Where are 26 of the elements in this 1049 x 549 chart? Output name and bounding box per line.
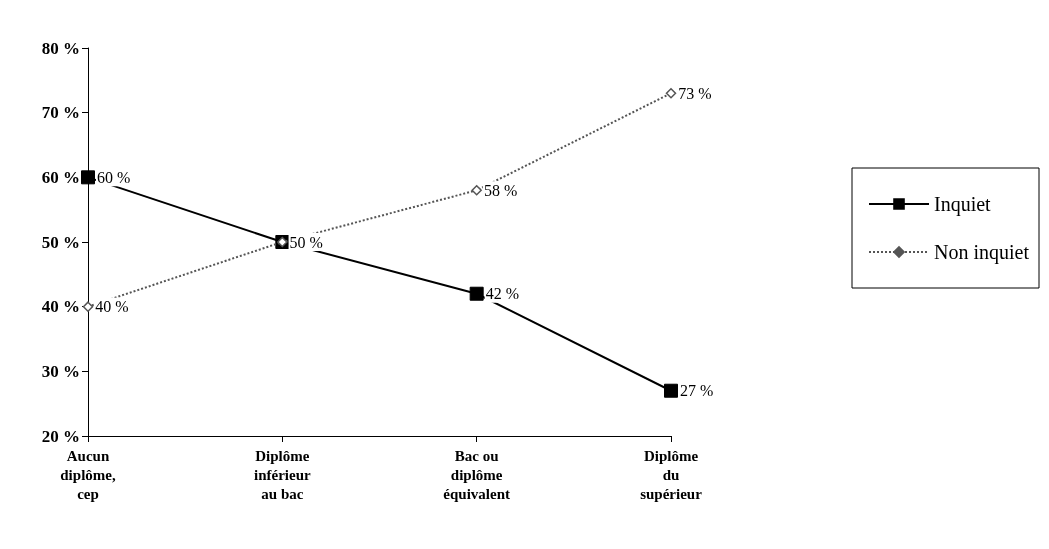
x-tick-label: Diplôme du supérieur — [640, 447, 703, 502]
point — [82, 301, 94, 312]
data-label: 73 % — [678, 84, 712, 102]
data-label: 60 % — [97, 168, 131, 186]
y-tick-label: 40 % — [41, 297, 80, 317]
point — [665, 88, 677, 99]
x-tick-label: Bac ou diplôme équivalent — [443, 447, 511, 502]
x-tick-label: Aucun diplôme, cep — [60, 447, 116, 502]
legend-label: Non inquiet — [934, 241, 1030, 264]
y-tick-label: 70 % — [41, 103, 80, 123]
data-label: 42 % — [485, 285, 519, 303]
data-label: 58 % — [483, 181, 518, 199]
legend-label: Inquiet — [934, 193, 992, 216]
data-label: 40 % — [95, 298, 129, 316]
y-tick-label: 30 % — [41, 361, 80, 381]
y-tick-label: 20 % — [41, 426, 80, 446]
y-tick-label: 80 % — [41, 38, 80, 58]
point — [471, 185, 482, 196]
data-label: 27 % — [680, 382, 714, 400]
point — [469, 286, 484, 301]
point — [664, 383, 678, 398]
data-label: 50 % — [289, 233, 323, 251]
x-tick-label: Diplôme inférieur au bac — [254, 447, 311, 502]
y-tick-label: 50 % — [41, 232, 80, 252]
y-tick-label: 60 % — [41, 167, 80, 187]
point — [81, 170, 95, 185]
